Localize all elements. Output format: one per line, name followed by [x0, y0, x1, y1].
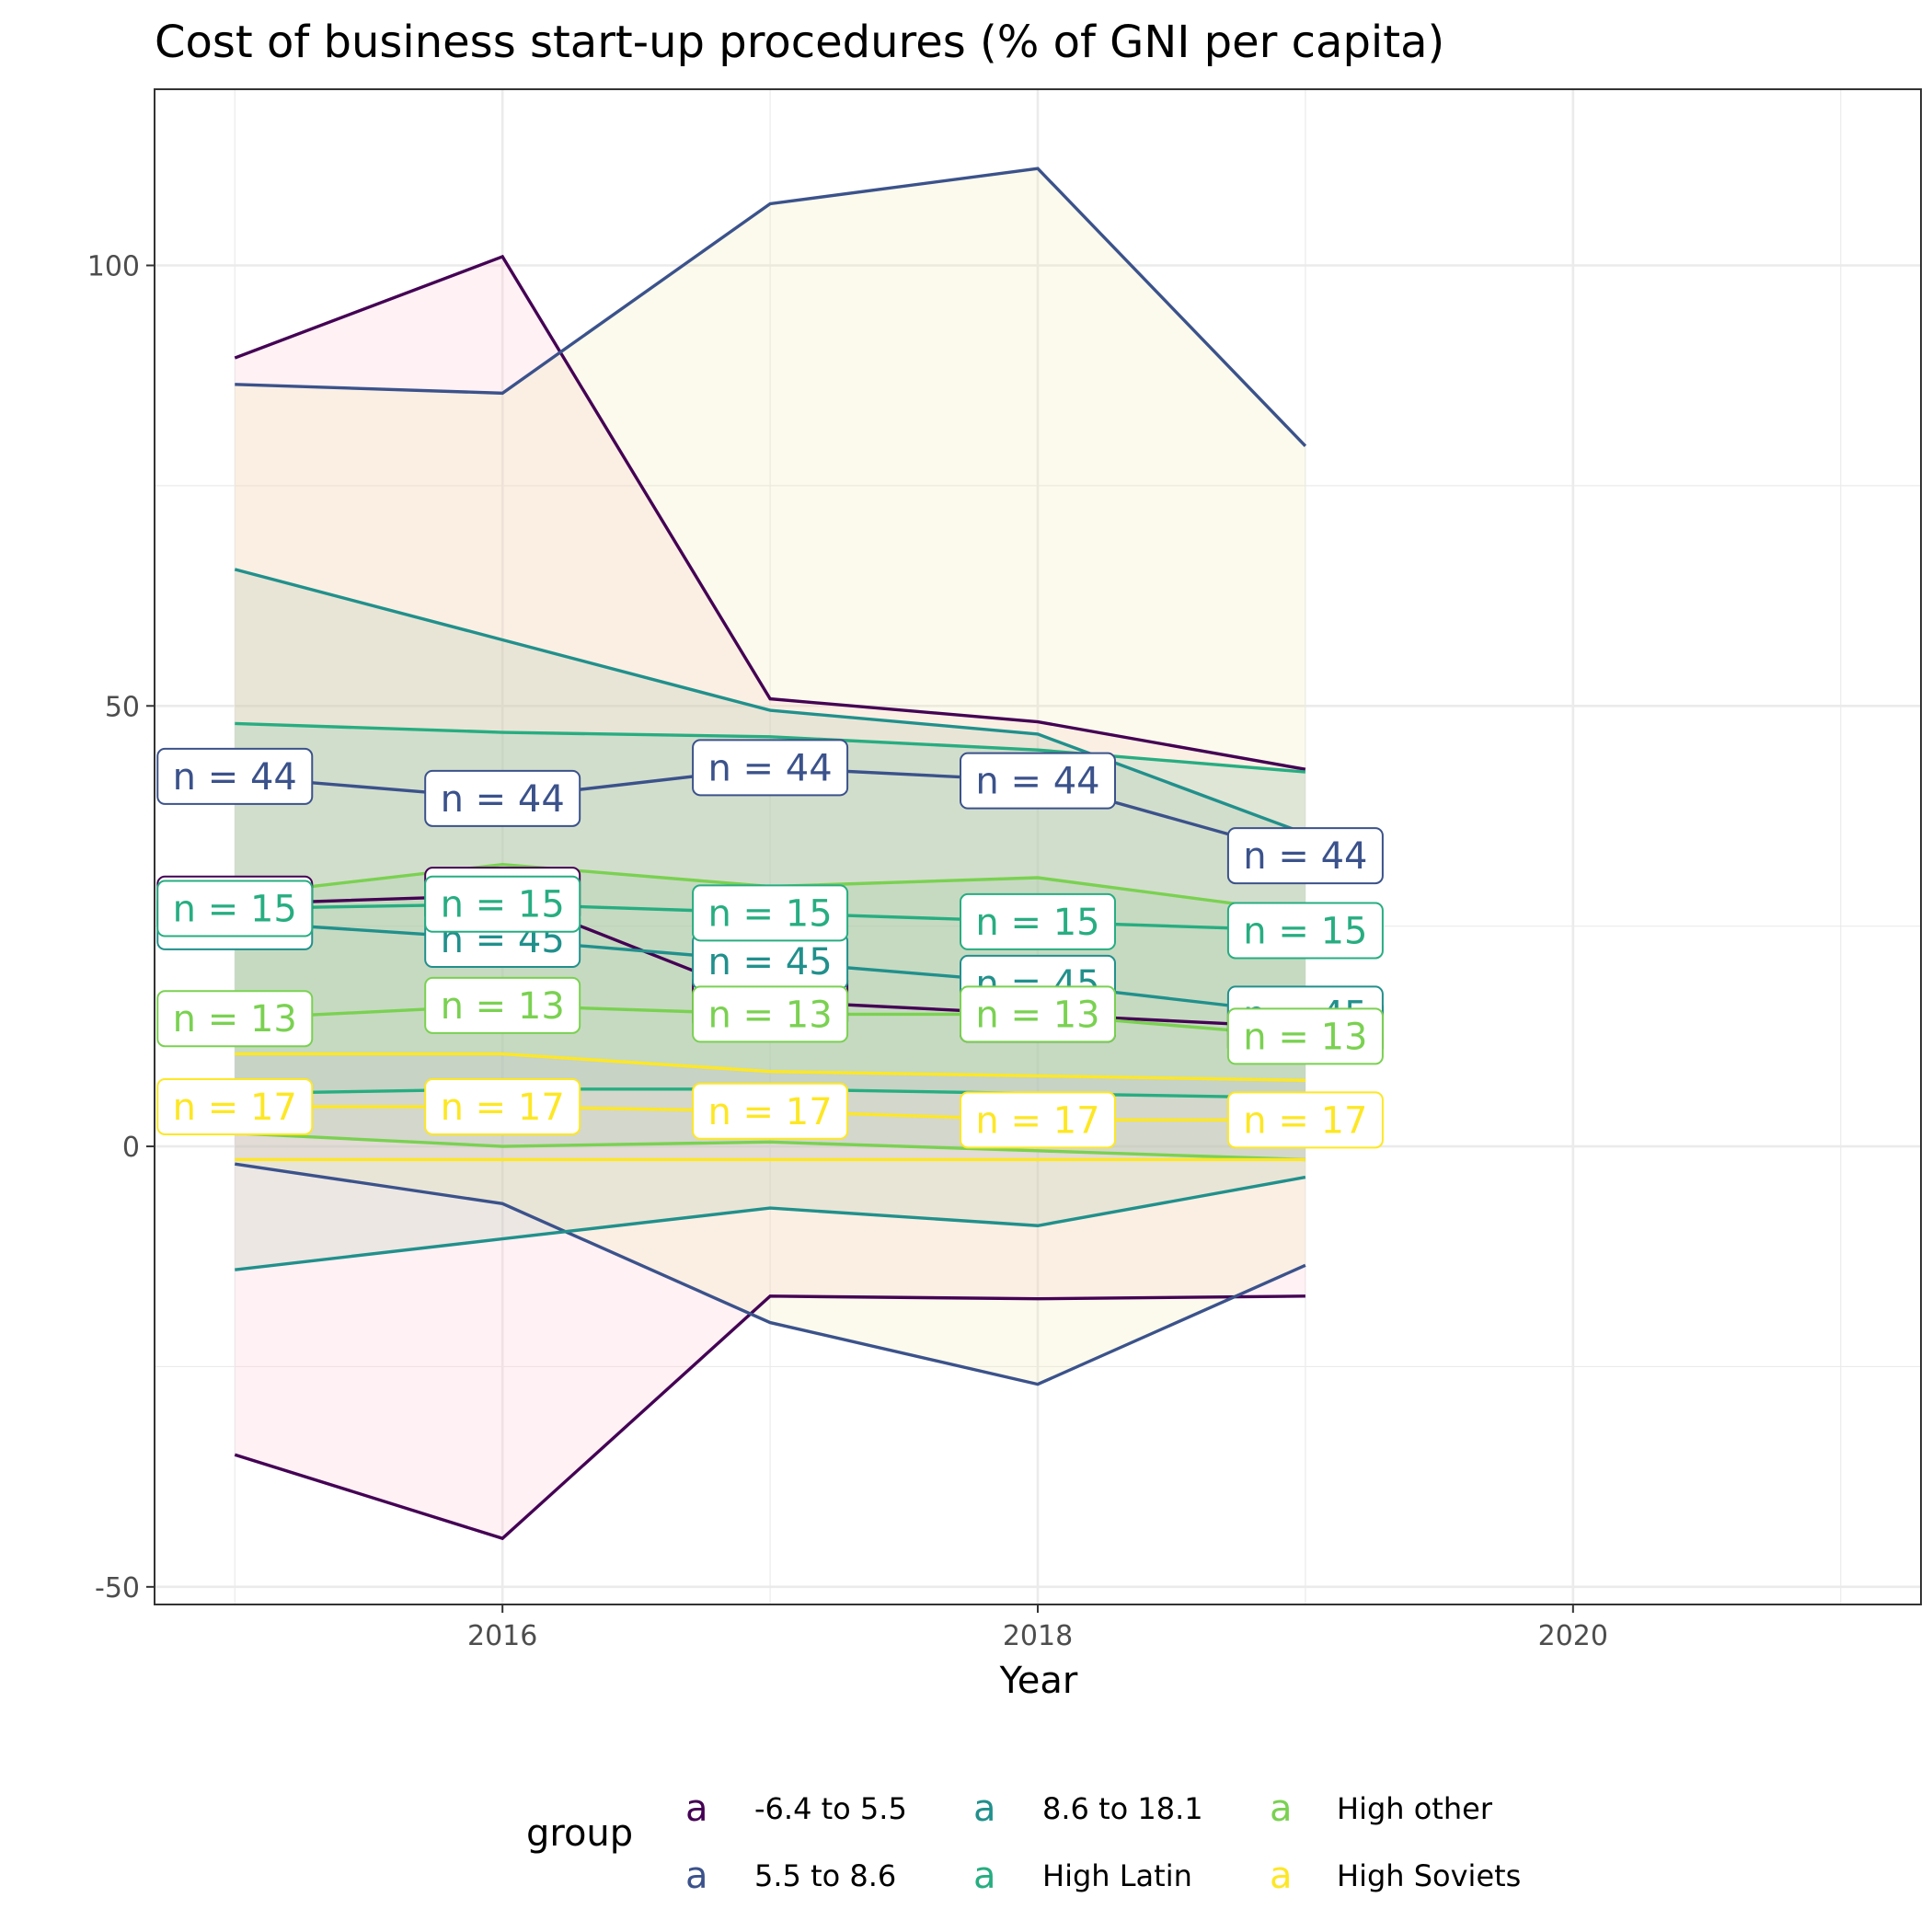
n-label: n = 17: [424, 1077, 581, 1135]
line-upper-6-4-to-5-5: [234, 254, 1306, 771]
n-label-text: n = 44: [707, 747, 832, 789]
n-label-box: [1226, 827, 1384, 885]
n-label-box: [1226, 902, 1384, 960]
x-tick-label: 2018: [1003, 1620, 1073, 1652]
n-label: n = 17: [1226, 1091, 1384, 1149]
n-label-text: n = 15: [975, 902, 1099, 944]
n-label: n = 15: [1226, 902, 1384, 960]
n-label-box: [960, 985, 1116, 1043]
n-label-box: [960, 1091, 1116, 1149]
n-label: n = 45: [692, 932, 849, 990]
n-label-text: n = 17: [1243, 1099, 1367, 1142]
y-tick-label: 0: [122, 1132, 140, 1164]
legend-key-5-5-to-8-6: a: [685, 1855, 708, 1897]
legend-label-high-soviets: High Soviets: [1337, 1858, 1521, 1893]
n-label-box: [692, 985, 849, 1043]
line-upper-8-6-to-18-1: [234, 568, 1306, 835]
n-label-box: [692, 739, 849, 797]
n-label: n = 13: [692, 985, 849, 1043]
n-label-box: [1226, 1091, 1384, 1149]
line-upper-high-latin: [235, 721, 1306, 774]
n-label: n = 13: [424, 976, 581, 1034]
n-label: n = 15: [156, 880, 314, 937]
n-label-box: [424, 875, 581, 933]
n-label: n = 13: [156, 990, 314, 1048]
n-label: n = 15: [692, 884, 849, 942]
line-upper-5-5-to-8-6: [235, 167, 1307, 447]
legend-key-high-other: a: [1270, 1788, 1293, 1830]
line-lower-high-other: [235, 1132, 1305, 1162]
n-label: n = 13: [1226, 1007, 1384, 1065]
n-label-text: n = 17: [173, 1087, 297, 1129]
legend-label-high-latin: High Latin: [1042, 1858, 1192, 1893]
n-label-box: [156, 880, 314, 937]
legend-label-6-4-to-5-5: -6.4 to 5.5: [754, 1791, 907, 1826]
n-label: n = 13: [960, 985, 1116, 1043]
n-label-text: n = 17: [975, 1099, 1099, 1142]
n-label-box: [960, 892, 1116, 950]
n-label-box: [692, 1082, 849, 1140]
n-label: n = 17: [692, 1082, 849, 1140]
line-lower-5-5-to-8-6: [235, 1162, 1306, 1386]
legend-key-8-6-to-18-1: a: [973, 1788, 996, 1830]
legend-title: group: [526, 1812, 633, 1855]
n-label-text: n = 44: [441, 778, 565, 821]
n-label: n = 15: [424, 875, 581, 933]
n-label: n = 44: [156, 747, 314, 805]
y-tick-label: 50: [105, 691, 140, 723]
n-label-box: [156, 747, 314, 805]
line-lower-6-4-to-5-5: [234, 1294, 1305, 1541]
n-label: n = 44: [960, 752, 1116, 810]
n-label: n = 15: [960, 892, 1116, 950]
legend-key-high-latin: a: [973, 1855, 996, 1897]
n-label-text: n = 15: [707, 892, 832, 935]
n-label-text: n = 44: [975, 761, 1099, 803]
n-label-text: n = 13: [975, 994, 1099, 1036]
y-tick-label: -50: [95, 1572, 140, 1604]
line-upper-high-soviets: [235, 1052, 1305, 1082]
legend-label-5-5-to-8-6: 5.5 to 8.6: [754, 1858, 896, 1893]
n-label-text: n = 15: [441, 884, 565, 926]
n-label-text: n = 45: [707, 941, 832, 983]
n-label-box: [156, 990, 314, 1048]
n-label-text: n = 13: [441, 985, 565, 1028]
n-label-box: [1226, 1007, 1384, 1065]
n-label: n = 17: [156, 1077, 314, 1135]
legend: group a -6.4 to 5.5 a 5.5 to 8.6 a 8.6 to 18.…: [526, 1788, 1521, 1897]
n-label: n = 44: [424, 769, 581, 827]
n-label-text: n = 13: [1243, 1016, 1367, 1058]
n-label-text: n = 44: [173, 756, 297, 799]
n-label: n = 17: [960, 1091, 1116, 1149]
n-label-text: n = 44: [1243, 835, 1367, 878]
label-layer: n = 44n = 44n = 44n = 44n = 44n = 44n = …: [156, 739, 1384, 1149]
n-label-text: n = 13: [707, 994, 832, 1036]
n-label-text: n = 15: [173, 889, 297, 931]
legend-key-6-4-to-5-5: a: [685, 1788, 708, 1830]
n-label-text: n = 17: [441, 1087, 565, 1129]
x-axis-title: Year: [999, 1660, 1078, 1702]
legend-label-8-6-to-18-1: 8.6 to 18.1: [1042, 1791, 1203, 1826]
n-label-box: [692, 884, 849, 942]
x-tick-label: 2020: [1538, 1620, 1608, 1652]
n-label-box: [960, 752, 1116, 810]
chart-title: Cost of business start-up procedures (% …: [155, 17, 1444, 68]
axis-layer: -50 0 50 100 2016 2018 2020: [87, 251, 1608, 1652]
n-label: n = 44: [1226, 827, 1384, 885]
n-label: n = 44: [692, 739, 849, 797]
n-label-box: [424, 976, 581, 1034]
legend-label-high-other: High other: [1337, 1791, 1493, 1826]
n-label-text: n = 13: [173, 998, 297, 1041]
legend-key-high-soviets: a: [1270, 1855, 1293, 1897]
n-label-text: n = 17: [707, 1091, 832, 1133]
line-lower-8-6-to-18-1: [235, 1175, 1306, 1271]
x-tick-label: 2016: [467, 1620, 537, 1652]
y-tick-label: 100: [87, 251, 140, 283]
n-label-box: [424, 1077, 581, 1135]
n-label-box: [424, 769, 581, 827]
n-label-text: n = 15: [1243, 910, 1367, 952]
n-label-box: [156, 1077, 314, 1135]
